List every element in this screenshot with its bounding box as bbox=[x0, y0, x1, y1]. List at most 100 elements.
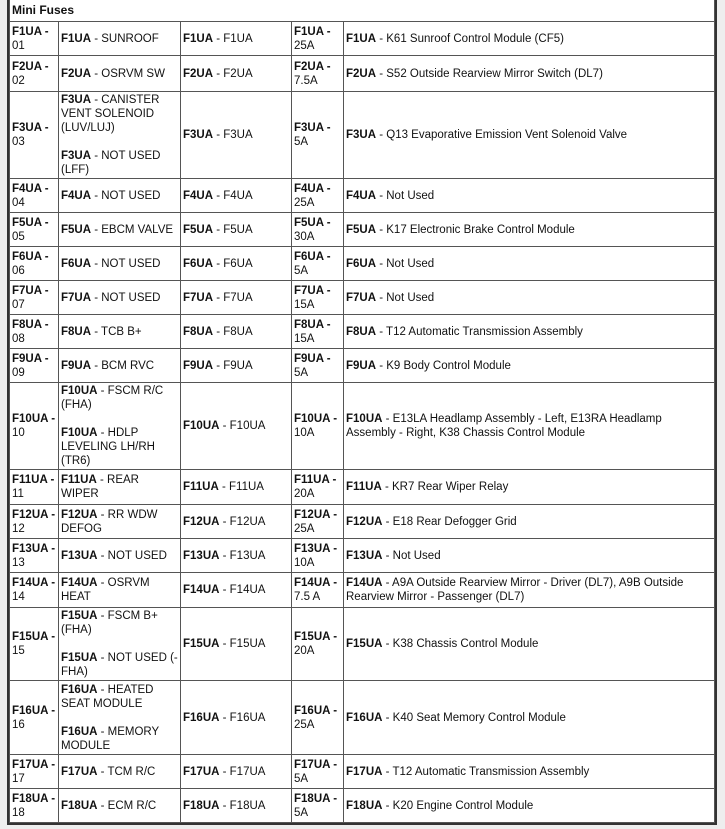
fuse-code: F12UA bbox=[183, 515, 220, 528]
circuit-entry: F10UA - HDLP LEVELING LH/RH (TR6) bbox=[61, 426, 178, 468]
fuse-id-cell: F5UA -05 bbox=[9, 212, 59, 247]
circuit-entry: F15UA - NOT USED (-FHA) bbox=[61, 651, 178, 679]
fuse-code: F14UA - bbox=[294, 577, 338, 589]
fuse-id: F17UA - bbox=[12, 758, 56, 771]
fuse-id: F12UA - bbox=[12, 508, 56, 521]
fuse-code: F18UA - bbox=[294, 792, 338, 805]
fuse-id-cell: F11UA - 11 bbox=[9, 469, 59, 505]
fuse-id: F16UA - bbox=[12, 704, 56, 717]
fuse-code: F9UA bbox=[61, 359, 92, 372]
table-row: F2UA -02 F2UA - OSRVM SW F2UA - F2UA F2UA -… bbox=[9, 55, 715, 92]
fuse-label: - F3UA bbox=[213, 129, 253, 141]
table-row: F1UA -01 F1UA - SUNROOF F1UA - F1UA F1UA -2… bbox=[9, 21, 715, 56]
circuit-text: - NOT USED (LFF) bbox=[61, 150, 161, 176]
amperage: 15A bbox=[294, 298, 315, 311]
component-cell: F10UA - E13LA Headlamp Assembly - Left, … bbox=[343, 382, 715, 470]
fuse-number: 11 bbox=[12, 488, 24, 500]
fuse-id: F14UA - bbox=[12, 577, 56, 589]
fuse-code: F5UA - bbox=[294, 216, 331, 229]
fuse-label: - F11UA bbox=[218, 481, 264, 493]
fuse-label: - F8UA bbox=[213, 325, 253, 338]
circuit-entry: F17UA - TCM R/C bbox=[61, 765, 178, 779]
component-cell: F14UA - A9A Outside Rearview Mirror - Dr… bbox=[343, 572, 715, 608]
fuse-code: F18UA bbox=[183, 799, 220, 812]
fuse-label-cell: F6UA - F6UA bbox=[180, 246, 292, 281]
fuse-code: F9UA bbox=[183, 359, 214, 372]
circuit-cell: F10UA - FSCM R/C (FHA) F10UA - HDLP LEVEL… bbox=[58, 382, 181, 470]
fuse-id: F5UA - bbox=[12, 216, 49, 229]
fuse-code: F7UA bbox=[61, 291, 92, 304]
fuse-label: - F17UA bbox=[219, 765, 266, 778]
fuse-code: F1UA bbox=[183, 32, 214, 45]
component-cell: F3UA - Q13 Evaporative Emission Vent Sol… bbox=[343, 91, 715, 179]
fuse-code: F15UA bbox=[346, 638, 383, 650]
fuse-code: F8UA bbox=[183, 325, 214, 338]
table-row: F12UA -12 F12UA - RR WDW DEFOG F12UA - F12… bbox=[9, 504, 715, 539]
table-row: F7UA -07 F7UA - NOT USED F7UA - F7UA F7UA -… bbox=[9, 280, 715, 315]
fuse-id-cell: F18UA -18 bbox=[9, 788, 59, 823]
amperage: 5A bbox=[294, 772, 309, 785]
component-cell: F2UA - S52 Outside Rearview Mirror Switc… bbox=[343, 55, 715, 92]
fuse-number: 05 bbox=[12, 230, 25, 243]
circuit-text: - MEMORY MODULE bbox=[61, 725, 159, 752]
fuse-code: F7UA bbox=[183, 291, 214, 304]
fuse-label: - F2UA bbox=[213, 67, 253, 80]
amperage: 7.5 A bbox=[294, 591, 321, 603]
table-row: F14UA -14 F14UA - OSRVM HEAT F14UA - F14UA… bbox=[9, 572, 715, 608]
table-header-row: Mini Fuses bbox=[9, 0, 715, 22]
amperage: 20A bbox=[294, 488, 315, 500]
circuit-text: - REAR WIPER bbox=[61, 474, 139, 500]
amperage-cell: F6UA -5A bbox=[291, 246, 344, 281]
circuit-cell: F3UA - CANISTER VENT SOLENOID (LUV/LUJ) F… bbox=[58, 91, 181, 179]
fuse-label-cell: F12UA - F12UA bbox=[180, 504, 292, 539]
fuse-number: 18 bbox=[12, 806, 25, 819]
component-cell: F5UA - K17 Electronic Brake Control Modu… bbox=[343, 212, 715, 247]
fuse-code: F10UA bbox=[61, 385, 98, 397]
circuit-cell: F1UA - SUNROOF bbox=[58, 21, 181, 56]
circuit-cell: F15UA - FSCM B+ (FHA) F15UA - NOT USED (-… bbox=[58, 607, 181, 681]
amperage-cell: F17UA -5A bbox=[291, 754, 344, 789]
table-row: F13UA -13 F13UA - NOT USED F13UA - F13UA F1… bbox=[9, 538, 715, 573]
fuse-id-cell: F4UA -04 bbox=[9, 178, 59, 213]
amperage-cell: F11UA - 20A bbox=[291, 469, 344, 505]
fuse-code: F11UA bbox=[346, 481, 382, 493]
component-cell: F1UA - K61 Sunroof Control Module (CF5) bbox=[343, 21, 715, 56]
circuit-entry: F1UA - SUNROOF bbox=[61, 32, 178, 46]
circuit-text: - HDLP LEVELING LH/RH (TR6) bbox=[61, 427, 155, 467]
table-row: F11UA -11 F11UA - REAR WIPER F11UA - F11UA… bbox=[9, 469, 715, 505]
circuit-cell: F5UA - EBCM VALVE bbox=[58, 212, 181, 247]
circuit-cell: F4UA - NOT USED bbox=[58, 178, 181, 213]
circuit-entry: F5UA - EBCM VALVE bbox=[61, 223, 178, 237]
fuse-code: F1UA bbox=[346, 32, 377, 45]
fuse-code: F9UA bbox=[346, 359, 377, 372]
circuit-entry: F13UA - NOT USED bbox=[61, 549, 178, 563]
circuit-text: - OSRVM SW bbox=[91, 67, 165, 80]
fuse-id-cell: F1UA -01 bbox=[9, 21, 59, 56]
circuit-cell: F8UA - TCB B+ bbox=[58, 314, 181, 349]
fuse-code: F8UA bbox=[61, 325, 92, 338]
fuse-number: 08 bbox=[12, 332, 25, 345]
fuse-id: F1UA - bbox=[12, 25, 49, 38]
fuse-code: F3UA bbox=[61, 94, 92, 106]
fuse-label-cell: F4UA - F4UA bbox=[180, 178, 292, 213]
circuit-text: - SUNROOF bbox=[91, 32, 159, 45]
amperage-cell: F2UA -7.5A bbox=[291, 55, 344, 92]
component-text: - K9 Body Control Module bbox=[376, 359, 511, 372]
amperage-cell: F7UA -15A bbox=[291, 280, 344, 315]
component-text: - A9A Outside Rearview Mirror - Driver (… bbox=[346, 577, 684, 603]
component-text: - K20 Engine Control Module bbox=[382, 799, 534, 812]
fuse-code: F4UA bbox=[346, 189, 377, 202]
component-text: - S52 Outside Rearview Mirror Switch (DL… bbox=[376, 67, 603, 80]
amperage-cell: F13UA -10A bbox=[291, 538, 344, 573]
fuse-code: F4UA bbox=[61, 189, 92, 202]
circuit-entry: F7UA - NOT USED bbox=[61, 291, 178, 305]
fuse-label: - F14UA bbox=[219, 584, 266, 596]
component-cell: F15UA - K38 Chassis Control Module bbox=[343, 607, 715, 681]
fuse-label-cell: F3UA - F3UA bbox=[180, 91, 292, 179]
fuse-number: 02 bbox=[12, 74, 25, 87]
circuit-entry: F16UA - MEMORY MODULE bbox=[61, 725, 178, 753]
fuse-code: F15UA bbox=[183, 638, 220, 650]
circuit-entry: F12UA - RR WDW DEFOG bbox=[61, 508, 178, 536]
amperage-cell: F9UA -5A bbox=[291, 348, 344, 383]
fuse-id-cell: F3UA - 03 bbox=[9, 91, 59, 179]
